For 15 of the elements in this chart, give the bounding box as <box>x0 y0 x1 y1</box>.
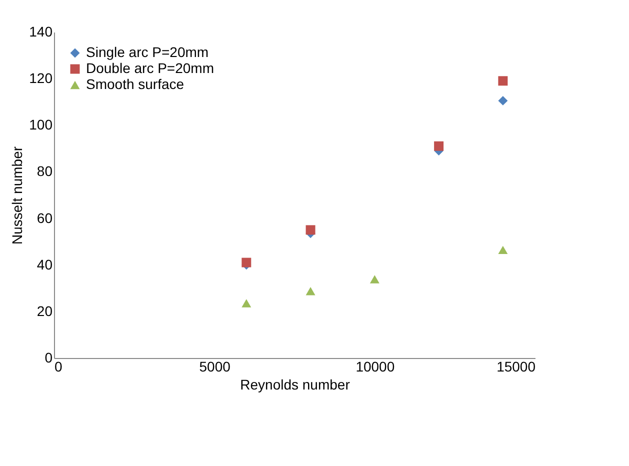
y-tick-label: 60 <box>36 210 53 226</box>
y-axis-title: Nusselt number <box>9 146 26 245</box>
legend-label: Double arc P=20mm <box>86 60 214 76</box>
legend-label: Single arc P=20mm <box>86 44 209 60</box>
y-tick-label: 140 <box>29 24 53 40</box>
y-tick-label: 20 <box>36 302 53 319</box>
y-tick-label: 120 <box>29 70 53 86</box>
x-tick-label: 10000 <box>356 358 395 374</box>
x-tick-label: 5000 <box>199 358 231 374</box>
y-tick-label: 100 <box>29 116 53 133</box>
legend-label: Smooth surface <box>86 76 184 92</box>
x-axis-title: Reynolds number <box>240 376 350 392</box>
y-tick-label: 80 <box>36 163 53 180</box>
y-tick-label: 40 <box>36 256 53 272</box>
x-tick-label: 15000 <box>496 358 536 374</box>
